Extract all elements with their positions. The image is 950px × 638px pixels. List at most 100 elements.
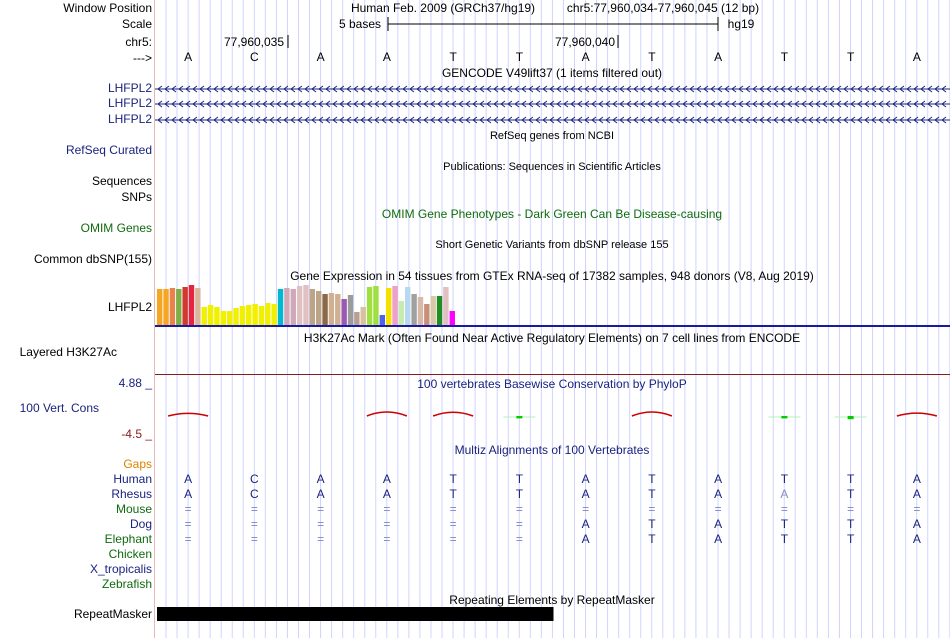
gtex-track-title: Gene Expression in 54 tissues from GTEx …: [290, 269, 814, 283]
conservation-score-mark[interactable]: [847, 416, 854, 420]
gtex-tissue-bar[interactable]: [271, 304, 277, 325]
snps-track-label[interactable]: SNPs: [121, 190, 152, 204]
conservation-score-mark[interactable]: [781, 416, 788, 419]
gencode-gene-label-1[interactable]: LHFPL2: [107, 81, 152, 95]
base-letter: A: [714, 50, 722, 64]
conservation-score-mark[interactable]: [631, 411, 673, 417]
h3k27ac-track-label[interactable]: Layered H3K27Ac: [19, 345, 117, 359]
gtex-tissue-bar[interactable]: [246, 305, 252, 325]
gtex-tissue-bar[interactable]: [316, 291, 322, 325]
species-label-rhesus[interactable]: Rhesus: [111, 487, 152, 501]
omim-track-label[interactable]: OMIM Genes: [80, 221, 152, 235]
repeatmasker-track-title: Repeating Elements by RepeatMasker: [449, 593, 655, 607]
gtex-tissue-bar[interactable]: [335, 294, 341, 325]
gtex-tissue-bar[interactable]: [398, 301, 405, 325]
gtex-tissue-bar[interactable]: [347, 295, 354, 325]
conservation-track-label[interactable]: 100 Vert. Cons: [19, 401, 99, 415]
gtex-tissue-bar[interactable]: [309, 289, 316, 325]
gtex-tissue-bar[interactable]: [392, 286, 398, 325]
gtex-tissue-bar[interactable]: [214, 307, 220, 325]
alignment-base: A: [714, 487, 722, 501]
gtex-track-label[interactable]: LHFPL2: [107, 300, 152, 314]
dbsnp-track-label[interactable]: Common dbSNP(155): [33, 252, 152, 266]
gtex-tissue-bar[interactable]: [328, 293, 335, 325]
gtex-tissue-bar[interactable]: [430, 296, 436, 325]
alignment-base: =: [648, 502, 655, 516]
gtex-tissue-bar[interactable]: [233, 308, 239, 325]
repeatmasker-track-label[interactable]: RepeatMasker: [73, 607, 152, 621]
multiz-track-title: Multiz Alignments of 100 Vertebrates: [454, 443, 650, 457]
species-label-mouse[interactable]: Mouse: [115, 502, 152, 516]
conservation-min-label: -4.5 _: [121, 427, 152, 441]
conservation-score-mark[interactable]: [167, 412, 209, 417]
conservation-score-mark[interactable]: [516, 416, 523, 419]
gtex-tissue-bar[interactable]: [379, 315, 385, 325]
gtex-tissue-bar[interactable]: [195, 288, 201, 325]
conservation-score-mark[interactable]: [432, 411, 474, 417]
gtex-tissue-bar[interactable]: [220, 311, 226, 325]
refseq-track-label[interactable]: RefSeq Curated: [65, 143, 152, 157]
pubs-track-title: Publications: Sequences in Scientific Ar…: [443, 161, 661, 173]
species-label-chicken[interactable]: Chicken: [108, 547, 152, 561]
gtex-tissue-bar[interactable]: [258, 306, 265, 325]
gtex-tissue-bar[interactable]: [207, 305, 214, 325]
species-label-elephant[interactable]: Elephant: [104, 532, 152, 546]
gtex-tissue-bar[interactable]: [182, 287, 188, 325]
species-label-zebrafish[interactable]: Zebrafish: [101, 577, 152, 591]
alignment-base: =: [383, 517, 390, 531]
gtex-tissue-bar[interactable]: [424, 304, 430, 325]
gtex-tissue-bar[interactable]: [201, 307, 207, 325]
species-label-gaps[interactable]: Gaps: [123, 457, 152, 471]
gtex-tissue-bar[interactable]: [296, 286, 303, 325]
gtex-tissue-bar[interactable]: [322, 294, 328, 325]
alignment-base: =: [516, 517, 523, 531]
gtex-tissue-bar[interactable]: [417, 297, 424, 325]
gtex-tissue-bar[interactable]: [290, 289, 296, 325]
gtex-tissue-bar[interactable]: [360, 307, 366, 325]
conservation-score-mark[interactable]: [896, 412, 938, 417]
gencode-gene-label-3[interactable]: LHFPL2: [107, 112, 152, 126]
alignment-base: =: [185, 517, 192, 531]
gencode-strand-arrows: [157, 116, 947, 124]
gtex-tissue-bar[interactable]: [405, 287, 411, 325]
gtex-tissue-bar[interactable]: [303, 285, 309, 325]
gtex-tissue-bar[interactable]: [411, 294, 417, 325]
base-letter: A: [913, 50, 921, 64]
gtex-tissue-bar[interactable]: [341, 299, 347, 325]
gtex-tissue-bar[interactable]: [169, 288, 176, 325]
gtex-tissue-bar[interactable]: [188, 285, 195, 325]
gtex-tissue-bar[interactable]: [157, 289, 163, 325]
alignment-base: T: [449, 487, 457, 501]
label-separator: [154, 0, 155, 638]
gtex-tissue-bar[interactable]: [163, 289, 169, 325]
conservation-score-mark[interactable]: [366, 411, 408, 417]
species-label-x-tropicalis[interactable]: X_tropicalis: [89, 562, 152, 576]
gtex-tissue-bar[interactable]: [239, 306, 246, 325]
gtex-tissue-bar[interactable]: [366, 287, 373, 325]
gtex-tissue-bar[interactable]: [252, 304, 258, 325]
position-readout: chr5:77,960,034-77,960,045 (12 bp): [566, 1, 760, 15]
gtex-tissue-bar[interactable]: [176, 289, 182, 325]
gtex-tissue-bar[interactable]: [385, 288, 392, 325]
repeatmasker-element[interactable]: [157, 607, 554, 621]
gtex-tissue-bar[interactable]: [436, 296, 443, 325]
track-canvas[interactable]: A C A A T T A T A T T AA C A A T T A T A T T AA C A A T T A T A A T A= = = =…: [155, 0, 950, 638]
gtex-tissue-bar[interactable]: [373, 286, 379, 325]
gtex-tissue-bar[interactable]: [284, 288, 290, 325]
gtex-tissue-bar[interactable]: [443, 287, 449, 325]
gtex-tissue-bar[interactable]: [277, 289, 284, 325]
gtex-tissue-bar[interactable]: [265, 303, 271, 325]
gencode-gene-label-2[interactable]: LHFPL2: [107, 96, 152, 110]
gtex-tissue-bar[interactable]: [449, 311, 455, 325]
gtex-tissue-bar[interactable]: [226, 311, 233, 325]
base-letter: A: [582, 50, 590, 64]
coord-label-left: 77,960,035: [223, 35, 285, 49]
alignment-base: T: [648, 472, 656, 486]
sequences-track-label[interactable]: Sequences: [91, 174, 152, 188]
species-label-human[interactable]: Human: [113, 472, 152, 486]
alignment-base: =: [913, 502, 920, 516]
species-label-dog[interactable]: Dog: [129, 517, 152, 531]
gtex-tissue-bar[interactable]: [354, 312, 360, 325]
alignment-base: T: [781, 532, 789, 546]
